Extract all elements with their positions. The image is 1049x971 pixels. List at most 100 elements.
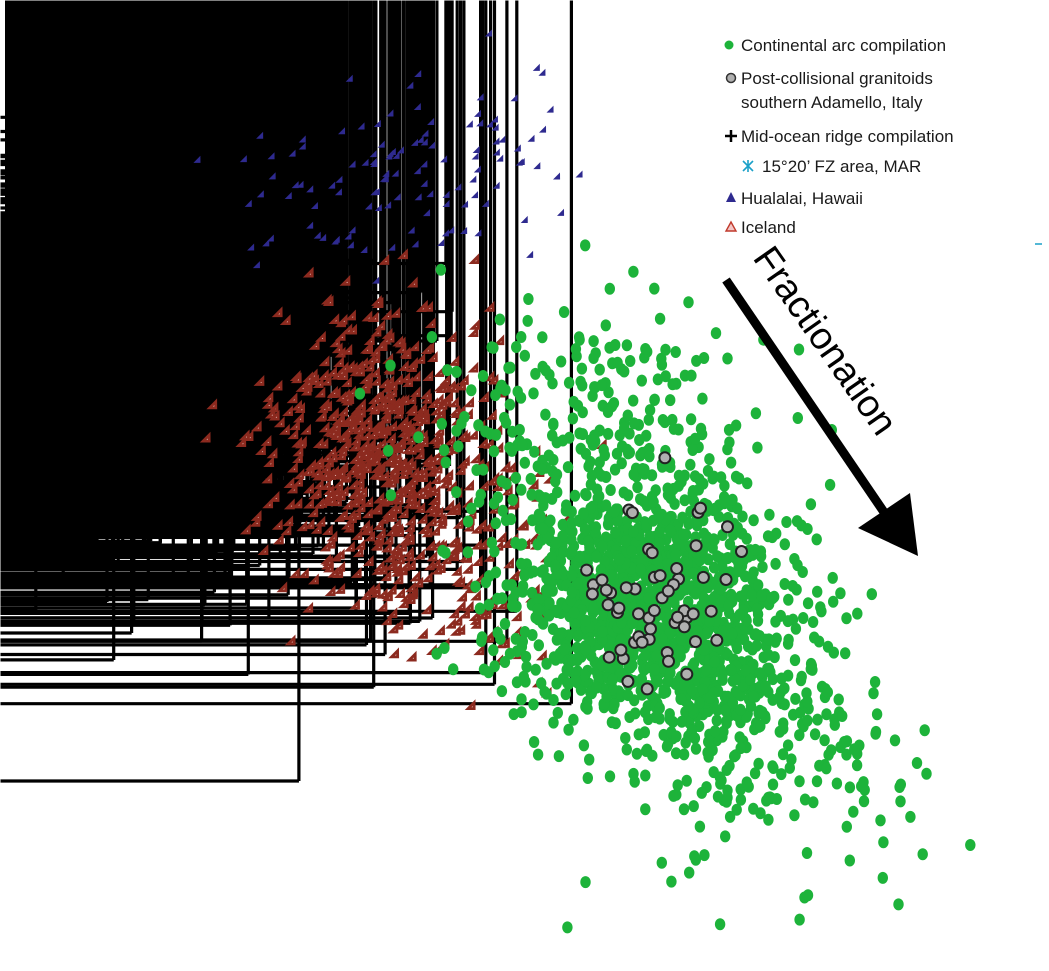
point-iceland-521 bbox=[392, 335, 404, 347]
point-iceland-739 bbox=[383, 453, 395, 465]
point-iceland-635 bbox=[420, 481, 432, 493]
point-arc-1348 bbox=[670, 747, 682, 760]
point-arc-1218 bbox=[789, 654, 801, 667]
point-arc-1550 bbox=[628, 468, 639, 481]
point-hualalai-76 bbox=[421, 129, 429, 137]
point-iceland-406 bbox=[413, 448, 425, 460]
point-arc-703 bbox=[802, 597, 814, 610]
point-hualalai-89 bbox=[476, 93, 484, 101]
point-iceland-755 bbox=[452, 517, 464, 529]
point-iceland-756 bbox=[385, 476, 397, 488]
point-iceland-94 bbox=[239, 523, 251, 535]
point-iceland-764 bbox=[424, 502, 435, 513]
point-iceland-343 bbox=[385, 432, 396, 443]
point-arc-143 bbox=[496, 685, 508, 698]
point-arc-1213 bbox=[714, 582, 726, 595]
point-iceland-65 bbox=[485, 408, 497, 420]
point-arc-642 bbox=[685, 458, 696, 471]
point-arc-935 bbox=[724, 436, 735, 449]
point-arc-1366 bbox=[782, 739, 794, 752]
point-iceland-801 bbox=[510, 610, 522, 622]
point-arc-1609 bbox=[515, 391, 527, 404]
point-arc-1691 bbox=[622, 443, 633, 456]
point-iceland-363 bbox=[262, 391, 274, 403]
legend-label-adamello-line2: southern Adamello, Italy bbox=[741, 93, 923, 112]
point-iceland-354 bbox=[416, 512, 428, 524]
point-arc-1579 bbox=[574, 333, 585, 346]
point-iceland-212 bbox=[313, 497, 324, 509]
point-iceland-431 bbox=[341, 498, 353, 510]
point-iceland-821 bbox=[469, 452, 481, 464]
point-iceland-192 bbox=[322, 295, 334, 306]
point-arc-1730 bbox=[550, 536, 562, 549]
point-arc-1519 bbox=[802, 714, 813, 727]
point-hualalai-57 bbox=[357, 122, 365, 130]
point-hualalai-20 bbox=[411, 240, 419, 248]
point-iceland-8 bbox=[408, 340, 420, 352]
point-hualalai-111 bbox=[391, 169, 399, 177]
point-iceland-90 bbox=[253, 375, 265, 386]
point-arc-716 bbox=[448, 663, 459, 676]
point-iceland-515 bbox=[403, 550, 415, 562]
point-arc-1468 bbox=[718, 725, 729, 738]
point-arc-1093 bbox=[603, 517, 614, 530]
point-iceland-748 bbox=[446, 548, 458, 560]
point-arc-1692 bbox=[709, 533, 720, 546]
point-iceland-660 bbox=[527, 478, 539, 490]
point-arc-1704 bbox=[650, 484, 661, 497]
point-arc-1848 bbox=[905, 810, 916, 823]
point-iceland-270 bbox=[429, 473, 441, 485]
point-arc-1767 bbox=[600, 471, 612, 483]
point-iceland-799 bbox=[350, 567, 362, 578]
point-arc-1237 bbox=[515, 557, 527, 570]
point-arc-1593 bbox=[644, 450, 655, 463]
point-arc-1221 bbox=[746, 589, 757, 602]
point-mor-1985 bbox=[0, 0, 301, 783]
point-arc-1705 bbox=[451, 365, 462, 378]
point-hualalai-100 bbox=[388, 243, 396, 251]
point-iceland-671 bbox=[459, 454, 470, 466]
point-iceland-411 bbox=[271, 306, 283, 318]
point-iceland-758 bbox=[418, 523, 429, 534]
point-arc-1583 bbox=[603, 386, 614, 399]
point-iceland-623 bbox=[292, 452, 303, 464]
point-arc-1751 bbox=[555, 355, 567, 368]
point-arc-119 bbox=[533, 639, 544, 652]
point-hualalai-10 bbox=[416, 135, 424, 143]
point-arc-1643 bbox=[647, 514, 659, 527]
point-arc-1678 bbox=[614, 553, 625, 566]
point-arc-1503 bbox=[822, 686, 833, 699]
point-arc-1228 bbox=[580, 614, 591, 627]
point-hualalai-4 bbox=[256, 190, 264, 198]
point-hualalai-46 bbox=[492, 181, 500, 189]
point-arc-1737 bbox=[742, 477, 753, 490]
point-arc-1119 bbox=[615, 633, 627, 646]
point-arc-1699 bbox=[577, 379, 588, 392]
point-hualalai-36 bbox=[461, 200, 469, 208]
point-arc-1176 bbox=[540, 584, 552, 597]
point-adamello-39 bbox=[645, 546, 659, 560]
point-iceland-808 bbox=[354, 538, 366, 550]
point-iceland-658 bbox=[409, 570, 421, 582]
point-arc-944 bbox=[812, 713, 823, 726]
point-iceland-310 bbox=[300, 384, 312, 396]
point-iceland-745 bbox=[414, 502, 426, 513]
point-iceland-534 bbox=[434, 512, 446, 524]
point-arc-1373 bbox=[721, 714, 732, 727]
point-iceland-169 bbox=[287, 461, 298, 473]
point-iceland-172 bbox=[467, 428, 478, 440]
point-iceland-591 bbox=[384, 559, 396, 571]
point-arc-800 bbox=[519, 569, 530, 582]
point-iceland-483 bbox=[323, 489, 335, 501]
point-arc-1398 bbox=[636, 673, 647, 685]
point-iceland-647 bbox=[378, 254, 390, 265]
point-iceland-728 bbox=[385, 583, 397, 595]
point-mor-1986 bbox=[0, 0, 258, 504]
point-hualalai-96 bbox=[413, 167, 421, 175]
point-arc-1825 bbox=[965, 839, 976, 851]
point-arc-1852 bbox=[749, 767, 761, 780]
point-arc-1723 bbox=[526, 488, 537, 501]
point-iceland-528 bbox=[373, 492, 385, 503]
point-iceland-562 bbox=[326, 530, 338, 542]
point-arc-1275 bbox=[770, 615, 781, 628]
